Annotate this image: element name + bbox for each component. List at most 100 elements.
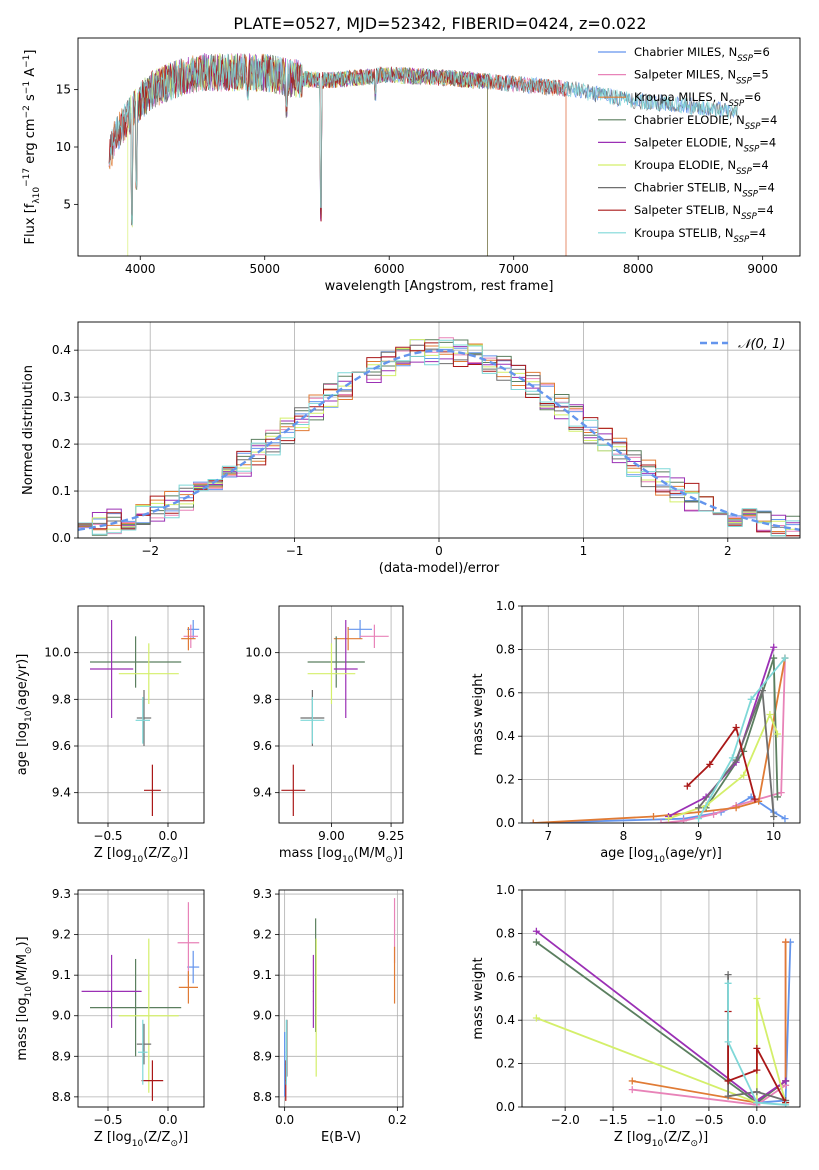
tick-label-y: 9.4 [52,786,71,800]
legend-label: Salpeter ELODIE, NSSP=4 [634,135,776,154]
tick-label-y: 0.2 [496,773,515,787]
label-part: )] [178,846,188,861]
tick-label-x: 0.0 [158,1113,177,1127]
weight-point [710,810,718,818]
z-age-plot-area [90,620,200,816]
tick-label-x: 2 [724,544,732,558]
weight-point [781,815,789,823]
weight-point [773,793,781,801]
weight-point [649,812,657,820]
label-part: −2 [22,105,32,118]
spectrum-frame [77,37,801,257]
label-part: (Z/Z [143,846,170,861]
tick-label-y: 9.1 [253,968,272,982]
tick-label-x: 9 [695,829,703,843]
label-part: −1 [22,81,32,94]
tick-label-y: 9.8 [52,692,71,706]
legend-suffix: =6 [753,45,770,59]
label-part: (Z/Z [663,1130,690,1145]
ebv-mass-xlabel: E(B-V) [321,1130,361,1145]
spectrum-plot-area [108,53,738,256]
tick-label-y: 8.9 [253,1049,272,1063]
figure-title: PLATE=0527, MJD=52342, FIBERID=0424, z=0… [233,14,646,33]
weight-series-line [697,657,786,820]
weight-point [781,654,789,662]
legend-subscript: SSP [729,99,745,109]
legend-suffix: =4 [759,135,776,149]
tick-label-y: 0.6 [496,686,515,700]
residuals-plot-area [78,337,800,538]
tick-label-y: 0.4 [52,343,71,357]
label-part: 10 [24,986,34,998]
tick-label-y: 0.4 [496,1013,515,1027]
legend-label: Chabrier ELODIE, NSSP=4 [634,113,777,132]
weight-point [766,711,774,718]
tick-label-x: −0.5 [93,1113,122,1127]
weight-point [680,817,688,823]
legend-subscript: SSP [744,144,760,154]
z-mass-xlabel: Z [log10(Z/Z⊙)] [94,1130,188,1149]
legend-label: Kroupa ELODIE, NSSP=4 [634,158,769,177]
age-weight-ylabel: mass weight [471,673,486,755]
tick-label-y: 8.8 [253,1090,272,1104]
legend-text: Kroupa ELODIE, N [634,158,736,172]
tick-label-y: 0.4 [496,729,515,743]
age-weight-xlabel: age [log10(age/yr)] [600,846,722,865]
label-part: 10 [24,710,34,722]
weight-point [747,695,755,703]
label-part: mass [log [279,846,342,861]
tick-label-x: −1.5 [598,1113,627,1127]
label-part: (M/M [15,954,30,986]
weight-point [683,782,691,790]
weight-point [532,927,540,935]
tick-label-x: 8000 [623,262,654,276]
tick-label-x: 0.0 [747,1113,766,1127]
weight-point [665,815,673,823]
weight-point [695,804,703,812]
legend-label: Chabrier STELIB, NSSP=4 [634,181,775,200]
ebv-mass-frame [278,889,404,1108]
tick-label-y: 0.8 [496,642,515,656]
weight-point [724,979,732,987]
tick-label-y: 0.2 [496,1057,515,1071]
tick-label-y: 0.0 [496,816,515,830]
label-part: )] [178,1130,188,1145]
label-part: age [log [15,722,30,775]
legend-subscript: SSP [736,167,752,177]
legend-text: Salpeter STELIB, N [634,203,741,217]
tick-label-y: 5 [63,197,71,211]
label-part: Flux [f [23,203,38,244]
histogram-series [78,339,800,538]
label-part: ⊙ [385,855,393,865]
tick-label-y: 9.3 [253,887,272,901]
label-part: λ [32,198,42,204]
tick-label-x: 10 [766,829,781,843]
label-part: ] [23,50,38,55]
tick-label-x: −2 [141,544,159,558]
tick-label-x: −0.5 [93,829,122,843]
z-mass-frame [77,889,205,1108]
weight-series-line [727,983,786,1106]
weight-point [706,760,714,768]
tick-label-y: 9.1 [52,968,71,982]
tick-label-y: 9.3 [52,887,71,901]
tick-label-x: 9.25 [378,829,405,843]
weight-point [529,819,537,823]
label-part: (M/M [354,846,386,861]
legend-label: Kroupa STELIB, NSSP=4 [634,226,766,245]
tick-label-y: 9.8 [253,692,272,706]
weight-point [732,756,740,764]
label-part: s [23,94,38,105]
weight-point [753,995,761,1002]
weight-point [753,1088,761,1096]
label-part: 10 [652,1139,664,1149]
tick-label-y: 9.0 [52,1009,71,1023]
spectrum-series-line [108,53,738,226]
legend-text: Salpeter ELODIE, N [634,135,744,149]
z-weight-xlabel: Z [log10(Z/Z⊙)] [614,1130,708,1149]
weight-point [773,730,781,738]
legend-label: Kroupa MILES, NSSP=6 [634,90,761,109]
